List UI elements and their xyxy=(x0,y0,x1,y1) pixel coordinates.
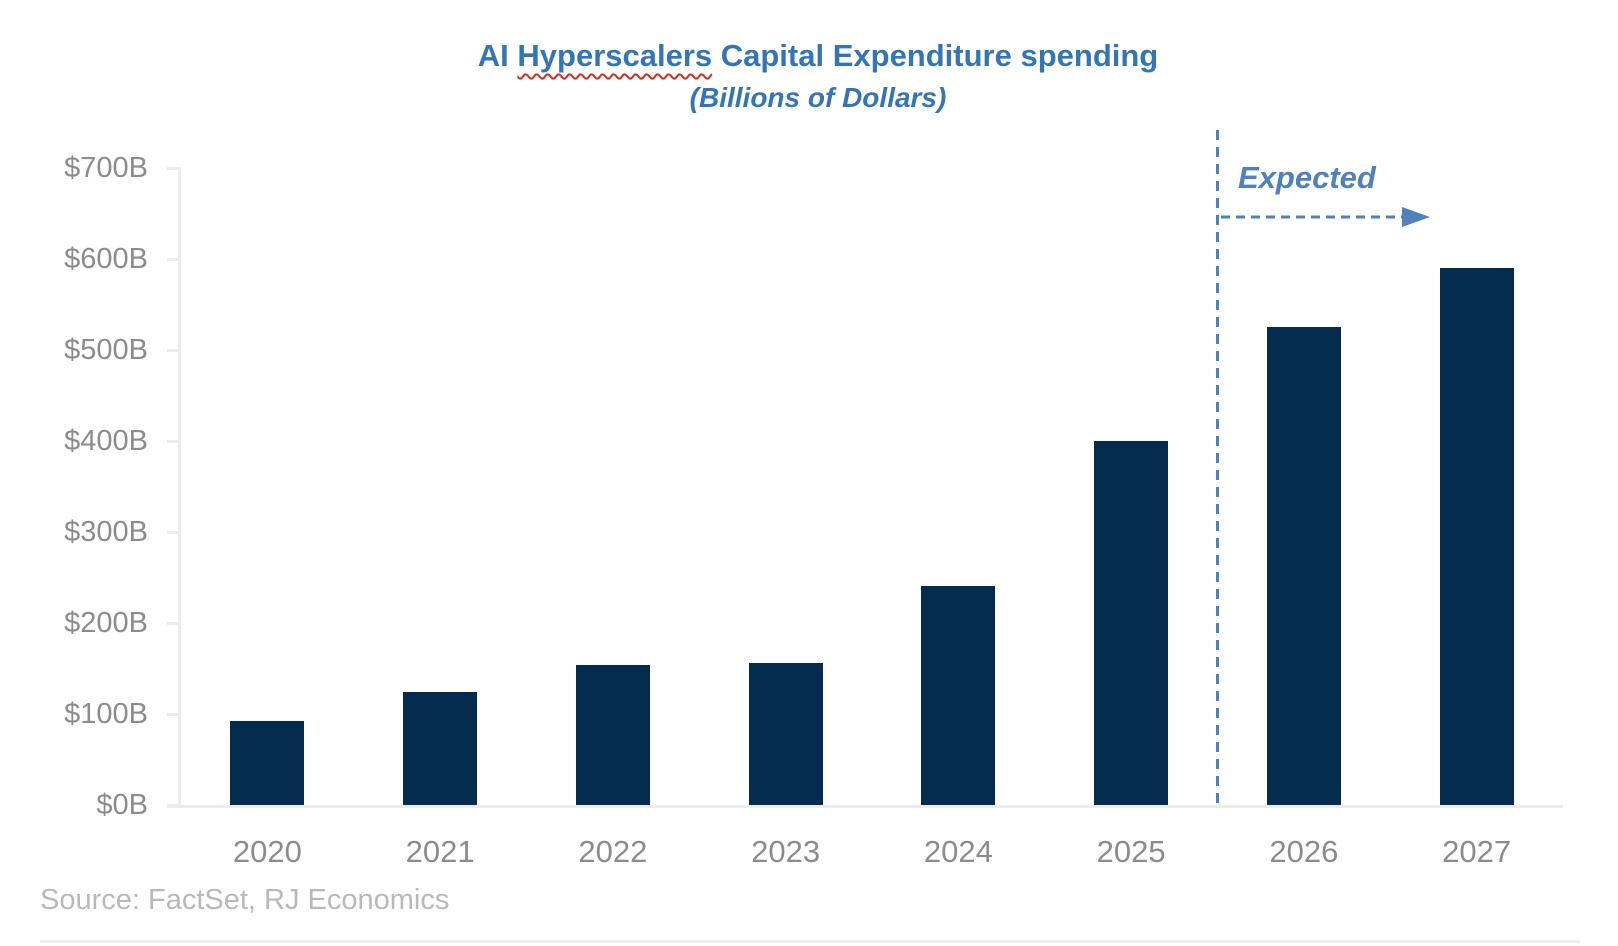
expected-label: Expected xyxy=(1238,160,1376,195)
y-axis-label-400: $400B xyxy=(64,425,148,457)
y-axis-tick-400 xyxy=(167,440,181,443)
y-axis-label-300: $300B xyxy=(64,516,148,548)
bar-2023 xyxy=(748,663,823,805)
bottom-divider-line xyxy=(40,940,1580,943)
x-axis-label-2023: 2023 xyxy=(751,834,821,869)
y-axis-label-100: $100B xyxy=(64,698,148,730)
y-axis-tick-300 xyxy=(167,531,181,534)
x-axis-label-2022: 2022 xyxy=(578,834,648,869)
bar-2024 xyxy=(921,585,996,805)
y-axis-tick-100 xyxy=(167,713,181,716)
source-text: Source: FactSet, RJ Economics xyxy=(40,884,450,916)
chart-subtitle: (Billions of Dollars) xyxy=(689,82,947,113)
bar-2026 xyxy=(1266,327,1341,805)
x-axis-label-2020: 2020 xyxy=(232,834,302,869)
y-axis-tick-0 xyxy=(167,804,181,807)
x-axis-label-2024: 2024 xyxy=(923,834,993,869)
y-axis-tick-500 xyxy=(167,349,181,352)
expected-arrow-head-icon xyxy=(1402,207,1430,227)
x-axis-label-2027: 2027 xyxy=(1442,834,1512,869)
chart-title-misspelled-word: Hyperscalers xyxy=(517,38,713,73)
chart-title: AI Hyperscalers Capital Expenditure spen… xyxy=(478,38,1158,74)
bar-2027 xyxy=(1439,268,1514,805)
x-axis-line xyxy=(167,805,1563,808)
bar-2025 xyxy=(1094,441,1169,805)
y-axis-label-200: $200B xyxy=(64,607,148,639)
x-axis-label-2021: 2021 xyxy=(405,834,475,869)
bar-2022 xyxy=(575,664,650,805)
x-axis-label-2025: 2025 xyxy=(1096,834,1166,869)
y-axis-tick-600 xyxy=(167,258,181,261)
y-axis-tick-200 xyxy=(167,622,181,625)
y-axis-label-700: $700B xyxy=(64,152,148,184)
bar-2020 xyxy=(230,721,305,805)
chart-title-prefix: AI xyxy=(477,38,518,73)
x-axis-label-2026: 2026 xyxy=(1269,834,1339,869)
bar-2021 xyxy=(403,692,478,805)
y-axis-tick-700 xyxy=(167,167,181,170)
chart-title-suffix: Capital Expenditure spending xyxy=(712,38,1159,73)
y-axis-label-500: $500B xyxy=(64,334,148,366)
y-axis-line xyxy=(178,168,181,805)
y-axis-label-600: $600B xyxy=(64,243,148,275)
y-axis-label-0: $0B xyxy=(96,789,148,821)
